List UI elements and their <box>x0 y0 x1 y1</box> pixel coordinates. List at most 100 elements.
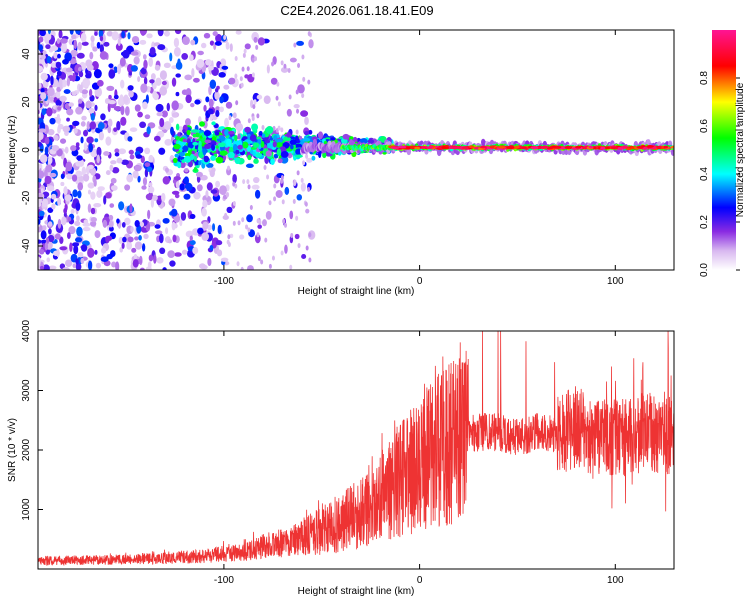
spectrogram-cell <box>161 110 168 118</box>
spectrogram-cell <box>174 252 182 257</box>
spectrogram-cell <box>280 67 289 73</box>
spectrogram-cell <box>277 101 281 107</box>
spectrogram-cell <box>86 64 94 71</box>
spectrogram-cell <box>110 177 117 184</box>
spectrogram-cell <box>441 146 447 149</box>
spectrogram-cell <box>311 155 316 161</box>
spectrogram-cell <box>59 236 64 245</box>
spectrogram-cell <box>307 79 311 85</box>
spectrogram-cell <box>114 152 120 157</box>
spectrogram-cell <box>109 203 115 208</box>
spectrogram-cell <box>266 174 270 180</box>
spectrogram-cell <box>656 145 662 149</box>
spectrogram-cell <box>265 150 272 157</box>
spectrogram-cell <box>38 210 45 217</box>
spectrogram-cell <box>120 79 125 89</box>
spectrogram-cell <box>93 179 97 187</box>
spectrogram-cell <box>72 120 80 127</box>
spectrogram-cell <box>225 101 233 109</box>
spectrogram-cell <box>127 85 134 91</box>
spectrogram-cell <box>114 148 120 154</box>
spectrogram-cell <box>141 185 147 190</box>
spectrogram-cell <box>82 77 91 88</box>
spectrogram-cell <box>405 146 411 150</box>
spectrogram-cell <box>201 207 207 217</box>
spectrogram-cell <box>159 117 165 128</box>
spectrogram-cell <box>292 199 296 205</box>
spectrogram-cell <box>265 125 274 134</box>
spectrogram-cell <box>270 77 278 85</box>
spectrogram-cell <box>81 244 88 252</box>
spectrogram-cell <box>172 234 177 243</box>
spectrogram-cell <box>162 217 170 224</box>
spectrogram-cell <box>272 141 277 148</box>
spectrogram-cell <box>81 41 89 46</box>
spectrogram-cell <box>240 266 244 270</box>
spectrogram-cell <box>296 170 300 176</box>
spectrogram-cell <box>232 181 236 187</box>
spectrogram-cell <box>63 186 68 196</box>
spectrogram-cell <box>72 263 77 269</box>
spectrogram-cell <box>164 138 172 146</box>
snr-y-label: SNR (10 * v/v) <box>7 418 18 482</box>
spectrogram-cell <box>127 136 133 142</box>
spectrogram-cell <box>173 214 181 223</box>
spectrogram-cell <box>290 232 294 238</box>
spectrogram-cell <box>42 264 50 270</box>
spectrogram-cell <box>260 140 265 148</box>
spectrogram-cell <box>132 259 139 268</box>
spectrogram-cell <box>232 200 236 206</box>
spectrogram-cell <box>263 165 267 171</box>
spectrogram-cell <box>178 126 184 133</box>
spectrogram-cell <box>212 31 218 37</box>
spectrogram-cell <box>142 177 148 186</box>
spectrogram-cell <box>164 167 170 173</box>
spectrogram-cell <box>64 194 72 202</box>
colorbar-tick-label: 0.0 <box>699 263 710 277</box>
colorbar-gradient <box>712 30 736 270</box>
spectrogram-cell <box>305 153 309 159</box>
spectrogram-cell <box>90 35 95 43</box>
spectrogram-cell <box>289 264 293 270</box>
spectrogram-cell <box>89 51 94 60</box>
spectrogram-cell <box>42 50 47 56</box>
y-tick-label: 0 <box>21 147 32 153</box>
spectrogram-cell <box>67 232 71 239</box>
spectrogram-cell <box>200 42 207 49</box>
spectrogram-cell <box>121 222 126 228</box>
colorbar-label: Normalized spectral amplitude <box>735 82 746 217</box>
spectrogram-cell <box>171 77 177 87</box>
spectrogram-cell <box>93 203 102 208</box>
spectrogram-cell <box>130 226 134 233</box>
spectrogram-cell <box>47 214 51 224</box>
spectrogram-cell <box>102 219 108 228</box>
spectrogram-cell <box>108 94 112 100</box>
spectrogram-cell <box>116 218 120 224</box>
spectrogram-cell <box>295 129 299 135</box>
spectrogram-cell <box>239 76 243 82</box>
spectrogram-cell <box>239 234 245 240</box>
spectrogram-cell <box>48 228 52 235</box>
spectrogram-cell <box>87 189 92 195</box>
spectrogram-cell <box>105 136 112 146</box>
spectrogram-cell <box>235 122 244 132</box>
spectrogram-cell <box>38 256 41 266</box>
spectrogram-cell <box>86 121 91 130</box>
spectrogram-cell <box>247 154 252 161</box>
spectrogram-cell <box>44 175 52 185</box>
spectrogram-cell <box>117 97 125 107</box>
spectrogram-cell <box>277 125 281 131</box>
spectrogram-cell <box>131 35 140 44</box>
spectrogram-cell <box>205 190 209 198</box>
spectrogram-cell <box>182 145 189 152</box>
spectrogram-cell <box>60 173 65 180</box>
spectrogram-cell <box>162 176 170 185</box>
spectrogram-cell <box>521 146 527 150</box>
spectrogram-cell <box>63 207 68 214</box>
spectrogram-cell <box>71 174 78 182</box>
spectrogram-cell <box>214 88 219 93</box>
spectrogram-cell <box>307 31 311 37</box>
spectrogram-cell <box>141 243 146 252</box>
spectrogram-cell <box>115 42 123 51</box>
